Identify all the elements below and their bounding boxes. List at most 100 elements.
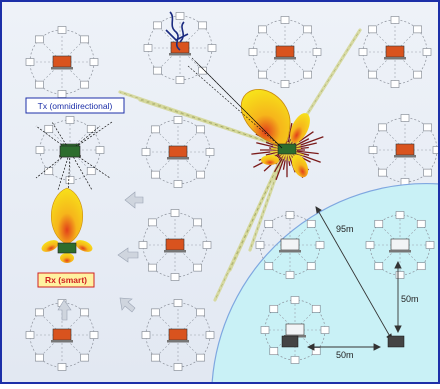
device-icon <box>151 125 160 134</box>
device-icon <box>422 48 432 56</box>
arrow-icon <box>124 191 144 209</box>
tx-node <box>59 145 81 158</box>
device-icon <box>196 170 205 179</box>
device-icon <box>413 25 422 34</box>
device-icon <box>138 241 148 249</box>
device-icon <box>80 80 89 89</box>
device-icon <box>368 70 377 79</box>
device-icon <box>390 16 400 24</box>
mesh-cluster <box>25 26 99 98</box>
device-icon <box>416 219 426 228</box>
main-radiation-pattern <box>240 89 324 181</box>
device-icon <box>432 146 440 154</box>
peer-devices <box>281 335 405 348</box>
device-icon <box>387 335 405 348</box>
device-icon <box>151 308 160 317</box>
laptop-icon <box>385 45 405 58</box>
rx-side-lobe <box>41 240 59 252</box>
distance-label-50h: 50m <box>336 350 354 360</box>
device-icon <box>65 116 75 124</box>
distance-label-95: 95m <box>336 224 354 234</box>
device-icon <box>416 262 426 271</box>
device-icon <box>196 308 205 317</box>
device-icon <box>95 146 105 154</box>
device-icon <box>374 262 384 271</box>
device-icon <box>89 58 99 66</box>
device-icon <box>148 263 157 272</box>
device-icon <box>258 25 267 34</box>
device-icon <box>35 353 44 362</box>
device-icon <box>193 263 202 272</box>
flow-arrows <box>57 191 144 321</box>
device-icon <box>57 363 67 371</box>
device-icon <box>35 146 45 154</box>
device-icon <box>89 331 99 339</box>
device-icon <box>280 16 290 24</box>
laptop-icon <box>52 328 72 341</box>
device-icon <box>198 66 207 75</box>
device-icon <box>25 58 35 66</box>
device-icon <box>269 304 279 313</box>
mesh-cluster <box>255 211 325 279</box>
device-icon <box>198 21 207 30</box>
device-icon <box>395 211 405 219</box>
device-icon <box>306 219 316 228</box>
device-icon <box>281 335 299 348</box>
coverage-region <box>211 182 440 385</box>
device-icon <box>312 48 322 56</box>
device-icon <box>425 241 435 249</box>
device-icon <box>413 70 422 79</box>
distance-markers <box>306 206 402 351</box>
rx-radiation-pattern <box>41 187 93 263</box>
laptop-icon <box>285 323 305 336</box>
device-icon <box>44 124 54 133</box>
device-icon <box>86 124 96 133</box>
device-icon <box>143 44 153 52</box>
device-icon <box>173 299 183 307</box>
device-icon <box>170 273 180 281</box>
rx-label-text: Rx (smart) <box>45 275 87 285</box>
device-icon <box>65 176 75 184</box>
device-icon <box>306 262 316 271</box>
device-icon <box>255 241 265 249</box>
device-icon <box>264 262 274 271</box>
device-icon <box>205 331 215 339</box>
device-icon <box>280 80 290 88</box>
device-icon <box>151 170 160 179</box>
mesh-cluster <box>143 12 217 84</box>
device-icon <box>264 219 274 228</box>
device-icon <box>35 308 44 317</box>
device-icon <box>205 148 215 156</box>
laptop-icon <box>170 41 190 54</box>
device-icon <box>303 25 312 34</box>
device-icon <box>395 271 405 279</box>
laptop-icon <box>52 55 72 68</box>
mesh-cluster <box>358 16 432 88</box>
distance-line-95 <box>315 206 393 341</box>
device-icon <box>258 70 267 79</box>
antenna-icon <box>165 11 189 51</box>
side-lobe <box>290 113 310 143</box>
device-icon <box>35 35 44 44</box>
device-icon <box>35 80 44 89</box>
device-icon <box>368 25 377 34</box>
device-icon <box>148 218 157 227</box>
device-icon <box>285 271 295 279</box>
laptop-icon <box>168 145 188 158</box>
device-icon <box>151 353 160 362</box>
device-icon <box>358 48 368 56</box>
mesh-cluster <box>141 116 215 188</box>
tx-label-text: Tx (omnidirectional) <box>38 101 113 111</box>
region-clusters <box>255 211 435 364</box>
device-icon <box>390 80 400 88</box>
device-icon <box>141 331 151 339</box>
side-lobe <box>291 154 309 178</box>
device-icon <box>378 168 387 177</box>
side-lobe <box>261 155 279 165</box>
device-icon <box>285 211 295 219</box>
device-icon <box>248 48 258 56</box>
smart-node <box>277 143 297 155</box>
device-icon <box>269 347 279 356</box>
